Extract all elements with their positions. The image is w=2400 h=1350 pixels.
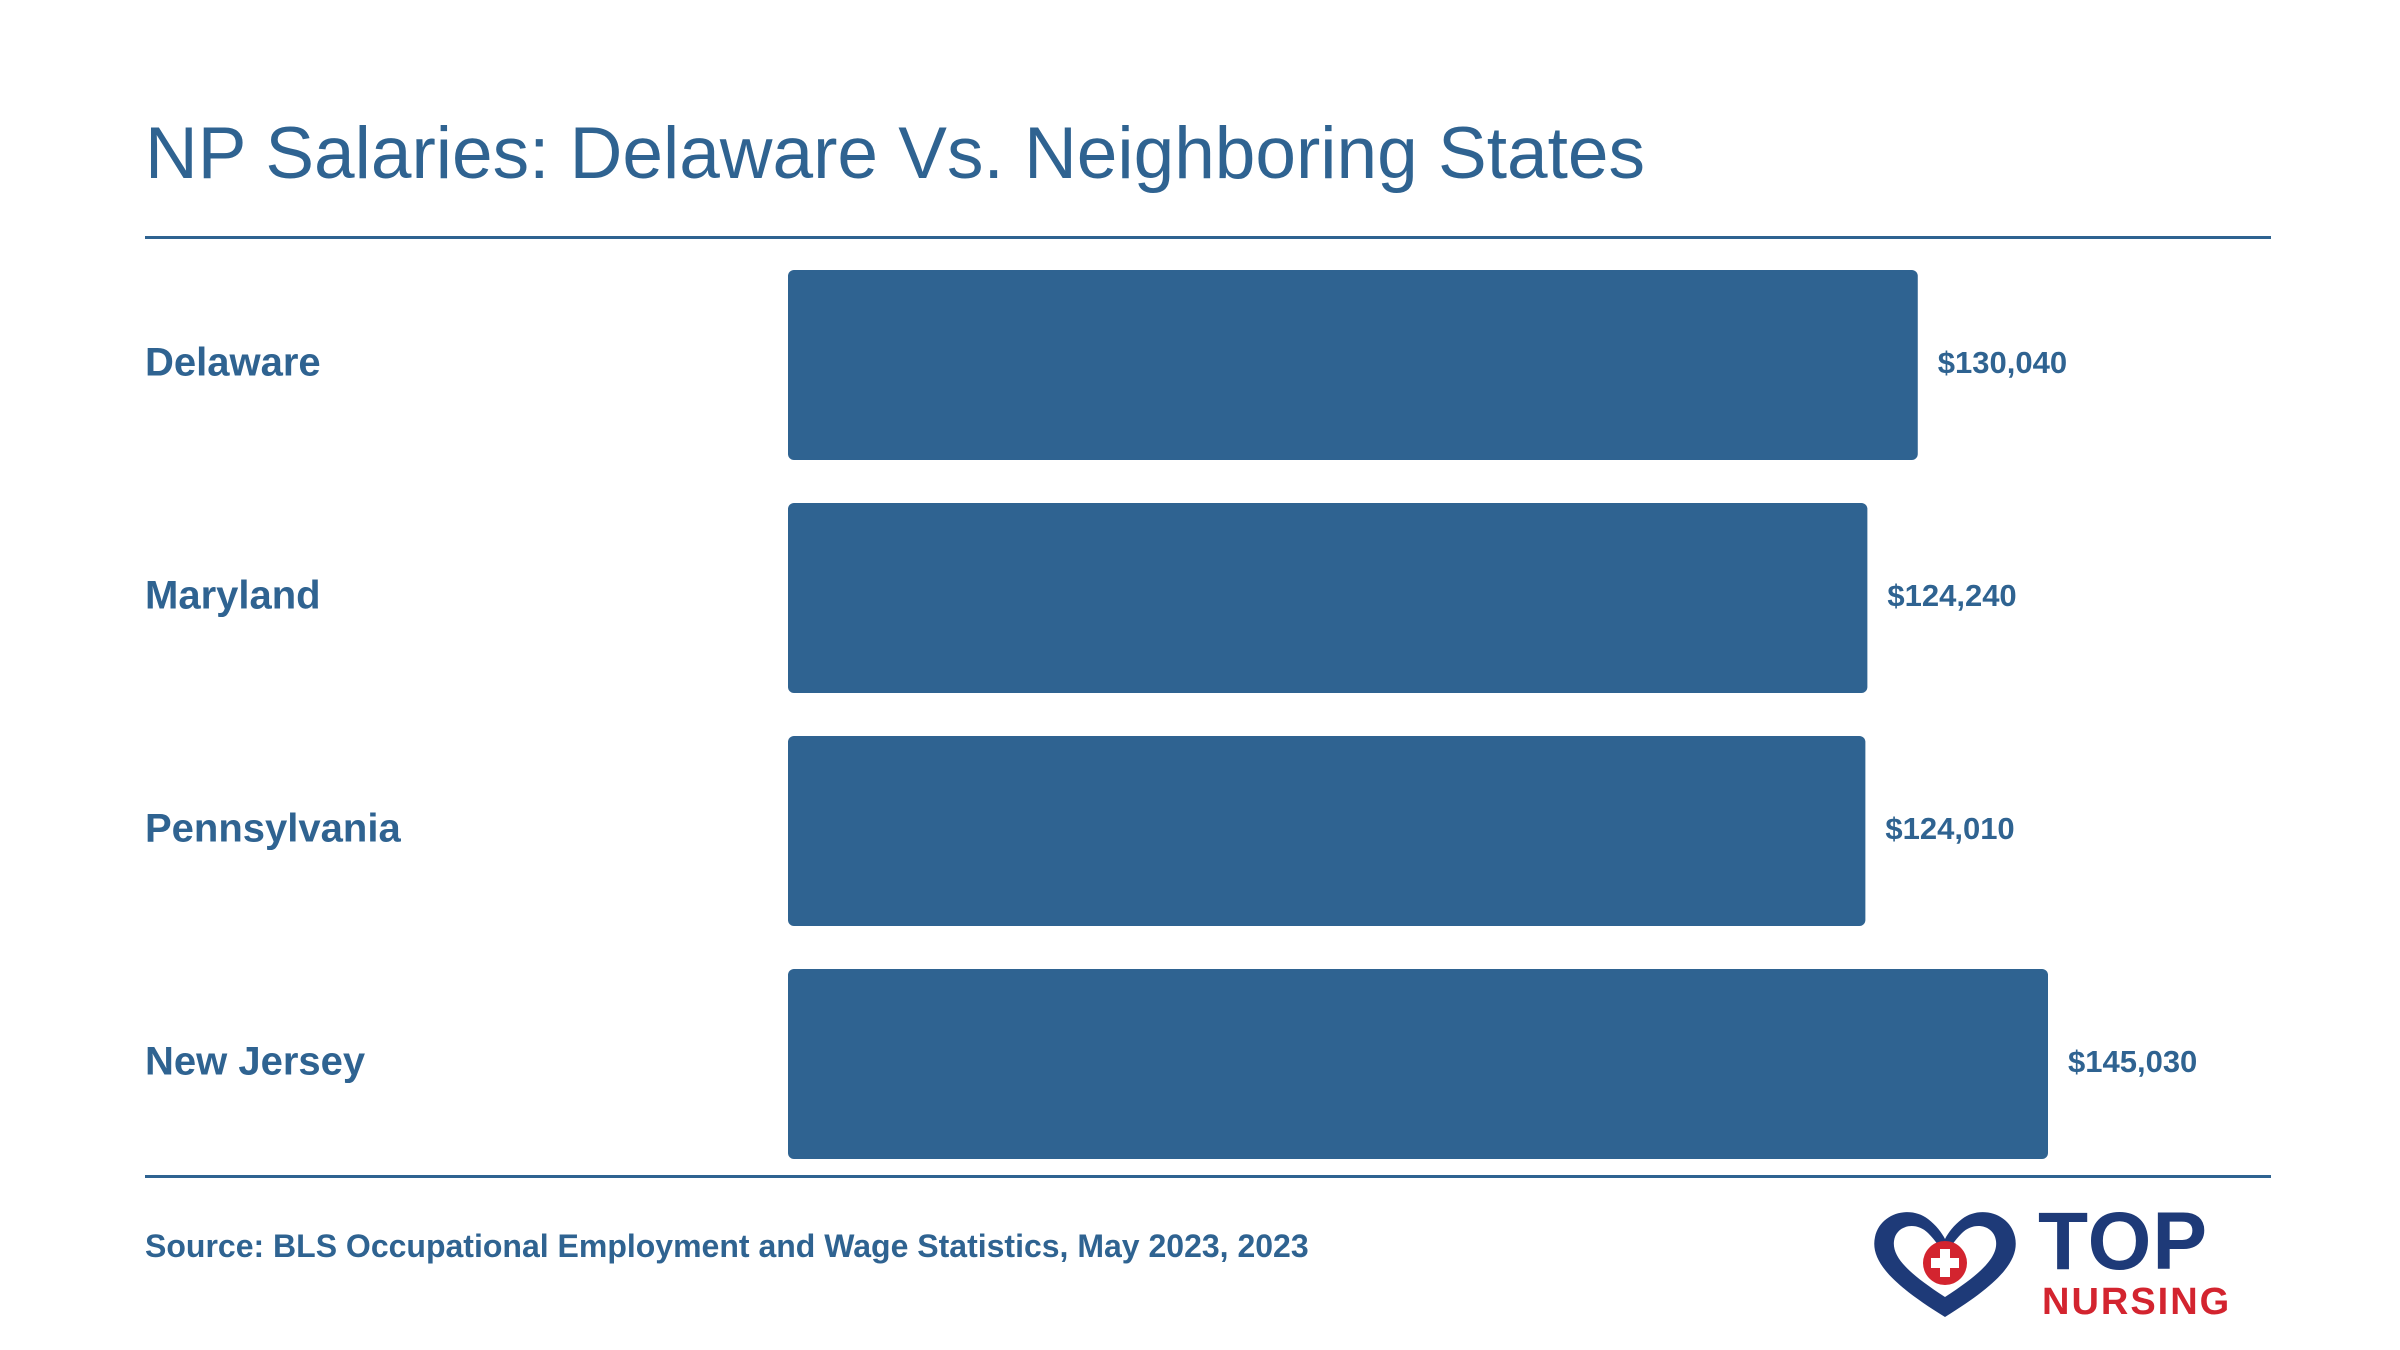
bar [788,736,1866,926]
source-note: Source: BLS Occupational Employment and … [145,1228,1309,1264]
bar [788,270,1918,460]
category-label: New Jersey [145,1040,366,1084]
heart-cross-icon [1874,1212,2016,1317]
logo-word-top: TOP [2038,1196,2209,1287]
top-divider [145,236,2271,239]
category-label: Delaware [145,341,321,385]
category-label: Maryland [145,574,321,618]
value-label: $145,030 [2068,1044,2197,1079]
bottom-divider [145,1175,2271,1178]
bar [788,503,1868,693]
logo-word-nursing: NURSING [2042,1281,2232,1323]
value-label: $124,010 [1885,811,2014,846]
value-label: $130,040 [1938,345,2067,380]
bar [788,969,2048,1159]
top-nursing-logo: TOP NURSING [1870,1201,2280,1325]
value-label: $124,240 [1887,578,2016,613]
chart-title: NP Salaries: Delaware Vs. Neighboring St… [145,113,1645,194]
category-label: Pennsylvania [145,807,401,851]
